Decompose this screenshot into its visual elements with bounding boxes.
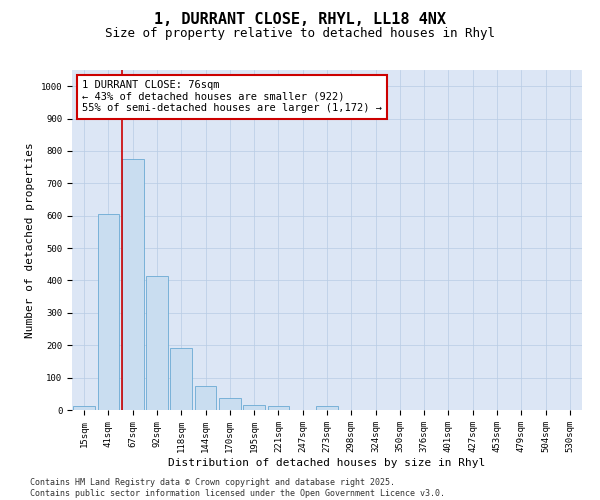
Bar: [146, 276, 168, 410]
Bar: [97, 214, 119, 410]
Text: Contains HM Land Registry data © Crown copyright and database right 2025.
Contai: Contains HM Land Registry data © Crown c…: [30, 478, 445, 498]
Bar: [219, 398, 241, 410]
Bar: [194, 386, 217, 410]
Y-axis label: Number of detached properties: Number of detached properties: [25, 142, 35, 338]
Text: 1, DURRANT CLOSE, RHYL, LL18 4NX: 1, DURRANT CLOSE, RHYL, LL18 4NX: [154, 12, 446, 28]
Bar: [268, 406, 289, 410]
Text: Size of property relative to detached houses in Rhyl: Size of property relative to detached ho…: [105, 28, 495, 40]
Bar: [73, 406, 95, 410]
Bar: [316, 406, 338, 410]
Bar: [122, 159, 143, 410]
X-axis label: Distribution of detached houses by size in Rhyl: Distribution of detached houses by size …: [169, 458, 485, 468]
Bar: [170, 348, 192, 410]
Bar: [243, 405, 265, 410]
Text: 1 DURRANT CLOSE: 76sqm
← 43% of detached houses are smaller (922)
55% of semi-de: 1 DURRANT CLOSE: 76sqm ← 43% of detached…: [82, 80, 382, 114]
